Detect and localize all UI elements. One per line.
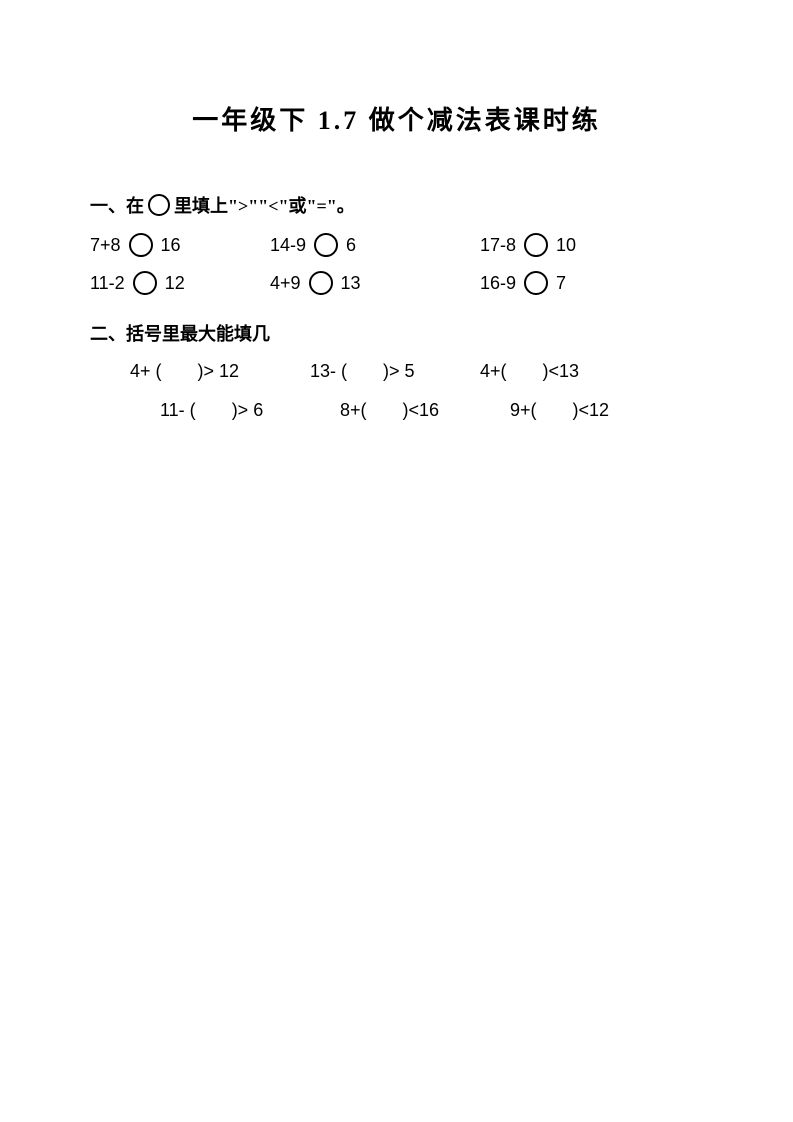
paren-right: )> 6 (232, 400, 264, 420)
comparison-cell: 14-9 6 (270, 233, 480, 257)
fill-cell: 4+( )<13 (480, 361, 640, 382)
circle-icon (148, 194, 170, 216)
expr-right: 12 (165, 273, 185, 294)
answer-circle[interactable] (309, 271, 333, 295)
section2-row: 11- ( )> 6 8+( )<16 9+( )<12 (90, 400, 703, 421)
expr-left: 4+9 (270, 273, 301, 294)
answer-circle[interactable] (524, 233, 548, 257)
expr-right: 6 (346, 235, 356, 256)
comparison-cell: 4+9 13 (270, 271, 480, 295)
expr-left: 14-9 (270, 235, 306, 256)
fill-cell: 11- ( )> 6 (160, 400, 340, 421)
paren-right: )> 12 (198, 361, 240, 381)
answer-circle[interactable] (129, 233, 153, 257)
expr-left: 11-2 (90, 273, 125, 294)
answer-circle[interactable] (314, 233, 338, 257)
expr-right: 16 (161, 235, 181, 256)
expr-right: 13 (341, 273, 361, 294)
paren-left: 13- ( (310, 361, 347, 381)
answer-circle[interactable] (524, 271, 548, 295)
section1-row: 7+8 16 14-9 6 17-8 10 (90, 233, 703, 257)
paren-left: 11- ( (160, 400, 196, 420)
paren-left: 9+( (510, 400, 537, 420)
section1-row: 11-2 12 4+9 13 16-9 7 (90, 271, 703, 295)
paren-left: 8+( (340, 400, 367, 420)
paren-right: )> 5 (383, 361, 415, 381)
section1-header-prefix: 一、在 (90, 192, 144, 218)
expr-left: 17-8 (480, 235, 516, 256)
section2-row: 4+ ( )> 12 13- ( )> 5 4+( )<13 (90, 361, 703, 382)
comparison-cell: 11-2 12 (90, 271, 270, 295)
fill-cell: 13- ( )> 5 (310, 361, 480, 382)
expr-right: 7 (556, 273, 566, 294)
expr-left: 16-9 (480, 273, 516, 294)
answer-circle[interactable] (133, 271, 157, 295)
section2-header-text: 二、括号里最大能填几 (90, 320, 270, 346)
fill-cell: 9+( )<12 (510, 400, 670, 421)
fill-cell: 4+ ( )> 12 (130, 361, 310, 382)
paren-left: 4+( (480, 361, 507, 381)
section2-header: 二、括号里最大能填几 (90, 320, 703, 346)
comparison-cell: 17-8 10 (480, 233, 660, 257)
paren-right: )<12 (573, 400, 610, 420)
fill-cell: 8+( )<16 (340, 400, 510, 421)
paren-right: )<13 (543, 361, 580, 381)
comparison-cell: 7+8 16 (90, 233, 270, 257)
paren-right: )<16 (403, 400, 440, 420)
comparison-cell: 16-9 7 (480, 271, 660, 295)
paren-left: 4+ ( (130, 361, 162, 381)
expr-right: 10 (556, 235, 576, 256)
section2: 二、括号里最大能填几 4+ ( )> 12 13- ( )> 5 4+( )<13 1… (90, 320, 703, 421)
section1-header: 一、在 里填上">""<"或"="。 (90, 192, 703, 218)
expr-left: 7+8 (90, 235, 121, 256)
section1-header-suffix: 里填上">""<"或"="。 (174, 192, 355, 218)
page-title: 一年级下 1.7 做个减法表课时练 (90, 100, 703, 137)
